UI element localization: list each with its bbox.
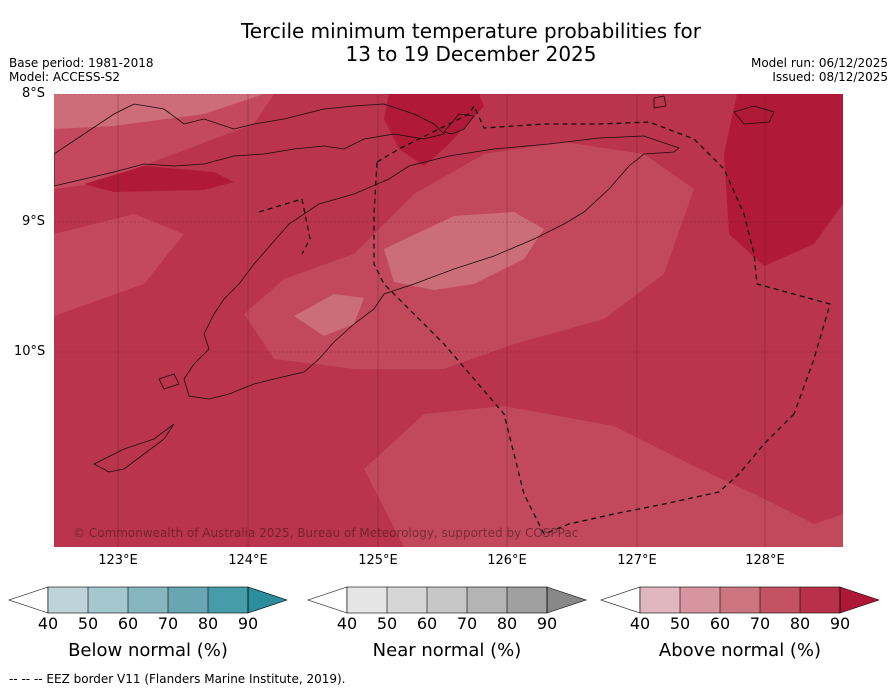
above-tick-70: 70: [749, 614, 771, 633]
shade-pale-small: [294, 294, 364, 336]
shade-lower: [364, 406, 843, 547]
shade-left-dark: [84, 166, 234, 192]
lon-label-128e: 128°E: [745, 553, 785, 568]
above-tick-80: 80: [789, 614, 811, 633]
above-tick-40: 40: [629, 614, 651, 633]
lon-label-125e: 125°E: [358, 553, 398, 568]
eez-footer-note: -- -- -- EEZ border V11 (Flanders Marine…: [9, 672, 346, 686]
gridlines: [54, 94, 843, 547]
near-tick-90: 90: [536, 614, 558, 633]
colorbar-above-seg-1: [680, 587, 720, 613]
probability-map: [54, 94, 843, 547]
shade-left-mid: [54, 214, 184, 316]
above-normal-label: Above normal (%): [658, 640, 822, 661]
meta-right: Model run: 06/12/2025 Issued: 08/12/2025: [751, 56, 888, 84]
colorbar-above: [600, 586, 880, 614]
colorbar-below-seg-1: [88, 587, 128, 613]
lat-label-10s: 10°S: [14, 344, 46, 359]
base-period: Base period: 1981-2018: [9, 56, 154, 70]
colorbar-near: [307, 586, 587, 614]
chart-title: Tercile minimum temperature probabilitie…: [0, 20, 896, 66]
wetar-coast: [443, 113, 475, 135]
lat-label-9s: 9°S: [22, 214, 46, 229]
lon-label-126e: 126°E: [487, 553, 527, 568]
below-normal-label: Below normal (%): [68, 640, 228, 661]
timor-coast: [183, 135, 680, 400]
above-tick-90: 90: [829, 614, 851, 633]
small-island-1: [158, 373, 180, 390]
shade-right-dark: [724, 94, 843, 266]
colorbar-near-seg-0: [347, 587, 387, 613]
lon-label-123e: 123°E: [98, 553, 138, 568]
northern-islands-east: [733, 105, 775, 125]
coastlines: [54, 95, 775, 473]
model-name: Model: ACCESS-S2: [9, 70, 121, 84]
title-line-2: 13 to 19 December 2025: [345, 42, 597, 66]
below-tick-60: 60: [117, 614, 139, 633]
colorbar-near-arrow-left: [307, 586, 348, 614]
near-tick-70: 70: [456, 614, 478, 633]
colorbar-above-seg-4: [800, 587, 840, 613]
shade-top-left-pale: [54, 94, 264, 129]
shade-central-pale: [384, 212, 544, 290]
colorbar-above-seg-2: [720, 587, 760, 613]
below-tick-50: 50: [77, 614, 99, 633]
sumba-coast: [93, 423, 175, 473]
above-tick-60: 60: [709, 614, 731, 633]
colorbar-above-seg-0: [640, 587, 680, 613]
colorbar-below-seg-0: [48, 587, 88, 613]
colorbar-below-seg-2: [128, 587, 168, 613]
colorbar-near-seg-1: [387, 587, 427, 613]
eez-border: [258, 104, 831, 535]
colorbar-near-seg-3: [467, 587, 507, 613]
colorbar-below-arrow-left: [8, 586, 49, 614]
near-tick-80: 80: [496, 614, 518, 633]
title-line-1: Tercile minimum temperature probabilitie…: [240, 19, 702, 43]
lon-label-124e: 124°E: [228, 553, 268, 568]
near-normal-label: Near normal (%): [372, 640, 522, 661]
near-tick-40: 40: [336, 614, 358, 633]
northern-islands-west: [54, 103, 445, 187]
colorbar-below-seg-3: [168, 587, 208, 613]
colorbar-near-arrow-right: [546, 586, 587, 614]
colorbar-below: [8, 586, 288, 614]
near-tick-60: 60: [416, 614, 438, 633]
meta-left: Base period: 1981-2018 Model: ACCESS-S2: [9, 56, 154, 84]
lon-label-127e: 127°E: [617, 553, 657, 568]
colorbar-below-arrow-right: [247, 586, 288, 614]
below-tick-80: 80: [197, 614, 219, 633]
model-run: Model run: 06/12/2025: [750, 56, 888, 70]
lat-label-8s: 8°S: [22, 86, 46, 101]
below-tick-40: 40: [37, 614, 59, 633]
issued-date: Issued: 08/12/2025: [772, 70, 888, 84]
colorbar-near-seg-4: [507, 587, 547, 613]
colorbar-above-seg-3: [760, 587, 800, 613]
colorbar-below-seg-4: [208, 587, 248, 613]
below-tick-70: 70: [157, 614, 179, 633]
colorbar-above-arrow-right: [839, 586, 880, 614]
near-tick-50: 50: [376, 614, 398, 633]
colorbar-above-arrow-left: [600, 586, 641, 614]
above-tick-50: 50: [669, 614, 691, 633]
map-copyright: © Commonwealth of Australia 2025, Bureau…: [73, 526, 579, 540]
small-island-2: [653, 95, 667, 109]
colorbar-near-seg-2: [427, 587, 467, 613]
below-tick-90: 90: [237, 614, 259, 633]
